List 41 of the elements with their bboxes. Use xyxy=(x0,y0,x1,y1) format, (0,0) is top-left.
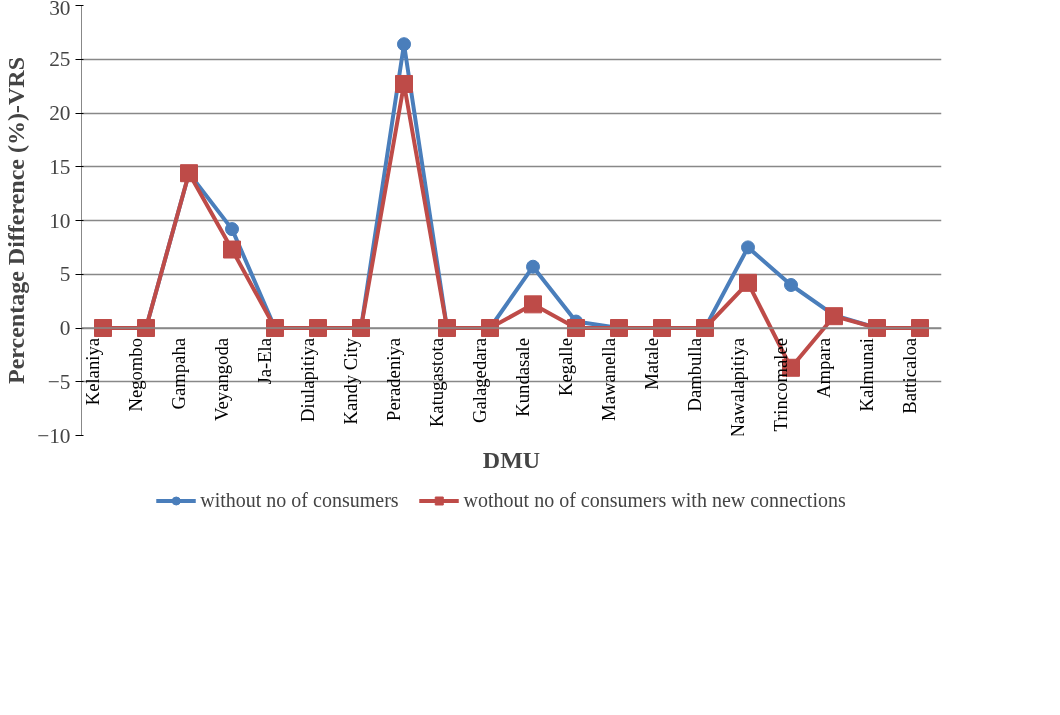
y-tick-label: 30 xyxy=(49,0,71,20)
x-tick-label: Veyangoda xyxy=(210,337,232,421)
point xyxy=(395,74,413,93)
x-tick-label: Kundasale xyxy=(511,337,533,417)
x-tick-label: Kelaniya xyxy=(81,337,103,406)
x-tick-label: Ampara xyxy=(812,337,834,399)
x-tick-label: Peradeniya xyxy=(382,337,404,421)
point xyxy=(741,240,755,255)
y-tick-label: 25 xyxy=(49,47,71,72)
x-axis-title: DMU xyxy=(482,446,541,473)
point xyxy=(225,222,239,237)
x-tick-label: Ja-Ela xyxy=(253,337,275,385)
y-tick-label: −5 xyxy=(47,369,71,394)
y-tick-label: 15 xyxy=(49,154,71,179)
y-tick-label: 10 xyxy=(49,208,71,233)
x-tick-label: Gampaha xyxy=(167,337,189,410)
y-tick-label: 20 xyxy=(49,101,71,125)
point xyxy=(223,240,241,259)
x-tick-label: Kandy City xyxy=(339,337,361,425)
x-tick-label: Mawanella xyxy=(597,337,619,421)
x-tick-label: Negombo xyxy=(124,338,146,412)
x-tick-label: Batticaloa xyxy=(898,337,920,414)
x-tick-label: Kalmunai xyxy=(855,337,877,412)
point xyxy=(526,259,540,274)
x-tick-label: Trincomalee xyxy=(769,338,791,432)
x-tick-label: Matale xyxy=(640,338,662,390)
x-tick-label: Galagedara xyxy=(468,337,490,423)
x-tick-label: Kegalle xyxy=(554,337,576,397)
y-axis-title: Percentage Difference (%)-VRS xyxy=(3,57,30,384)
x-tick-label: Katugastota xyxy=(425,337,447,428)
legend-label: wothout no of consumers with new connections xyxy=(463,488,846,512)
y-tick-label: −10 xyxy=(37,423,71,448)
y-tick-label: 0 xyxy=(59,316,71,340)
x-tick-label: Dambulla xyxy=(683,337,705,412)
point xyxy=(397,37,411,52)
x-tick-label: Diulapitiya xyxy=(296,337,318,422)
point xyxy=(784,278,798,292)
legend-label: without no of consumers xyxy=(200,488,399,512)
point xyxy=(739,273,757,292)
point xyxy=(524,295,542,314)
y-tick-label: 5 xyxy=(59,262,71,287)
